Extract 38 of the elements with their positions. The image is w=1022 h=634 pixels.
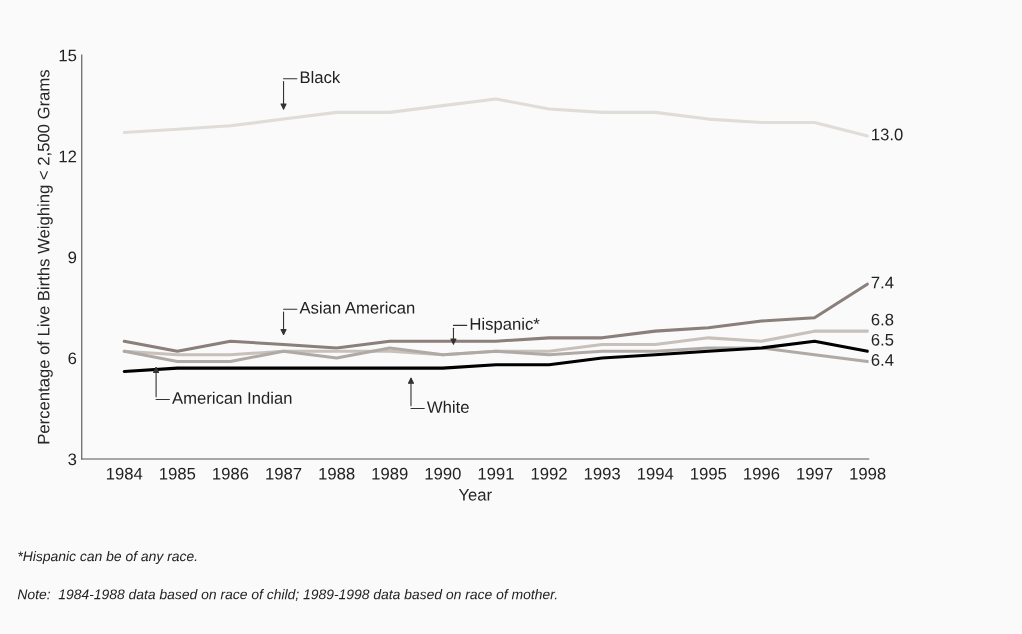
x-tick-label: 1997	[797, 467, 833, 480]
x-tick-label: 1994	[637, 467, 674, 480]
x-tick-label: 1998	[850, 467, 886, 480]
y-tick-label: 6	[68, 352, 77, 365]
annotation: 6.4	[871, 354, 894, 366]
line-series	[122, 339, 869, 374]
series-label: Black	[300, 70, 341, 84]
series-label: Hispanic*	[470, 317, 540, 334]
x-tick-label: 1995	[691, 467, 727, 480]
x-tick-label: 1988	[319, 467, 355, 480]
series-label: American Indian	[172, 391, 292, 404]
line-series	[122, 282, 869, 353]
series-label: Asian American	[299, 301, 415, 314]
line-series	[122, 346, 869, 363]
x-tick-label: 1985	[160, 467, 196, 480]
x-tick-label: 1987	[266, 467, 302, 480]
annotation: 6.8	[871, 313, 894, 326]
x-tick-label: 1986	[213, 467, 249, 480]
line-series	[122, 97, 869, 138]
x-tick-label: 1989	[372, 467, 408, 480]
x-tick-label: 1992	[531, 467, 567, 480]
y-tick-label: 15	[59, 49, 77, 62]
series-label: White	[426, 400, 469, 414]
text: *Hispanic can be of any race.	[18, 551, 197, 564]
annotation: 7.4	[871, 276, 894, 289]
text: Note: 1984-1988 data based on race of child; 1989-1998 data based on race of mother.	[17, 589, 557, 601]
annotation: 13.0	[872, 128, 903, 141]
y-tick-label: 12	[59, 150, 77, 163]
x-tick-label: 1993	[584, 467, 620, 480]
x-tick-label: 1991	[478, 467, 514, 480]
x-tick-label: 1996	[744, 467, 780, 480]
x-axis-title: Year	[458, 489, 492, 501]
x-tick-label: 1984	[106, 467, 143, 480]
x-tick-label: 1990	[425, 467, 461, 480]
y-tick-label: 3	[68, 453, 77, 466]
y-tick-label: 9	[68, 251, 77, 264]
y-axis-title: Percentage of Live Births Weighing < 2,500 Grams	[37, 69, 53, 444]
annotation: 6.5	[871, 333, 894, 346]
